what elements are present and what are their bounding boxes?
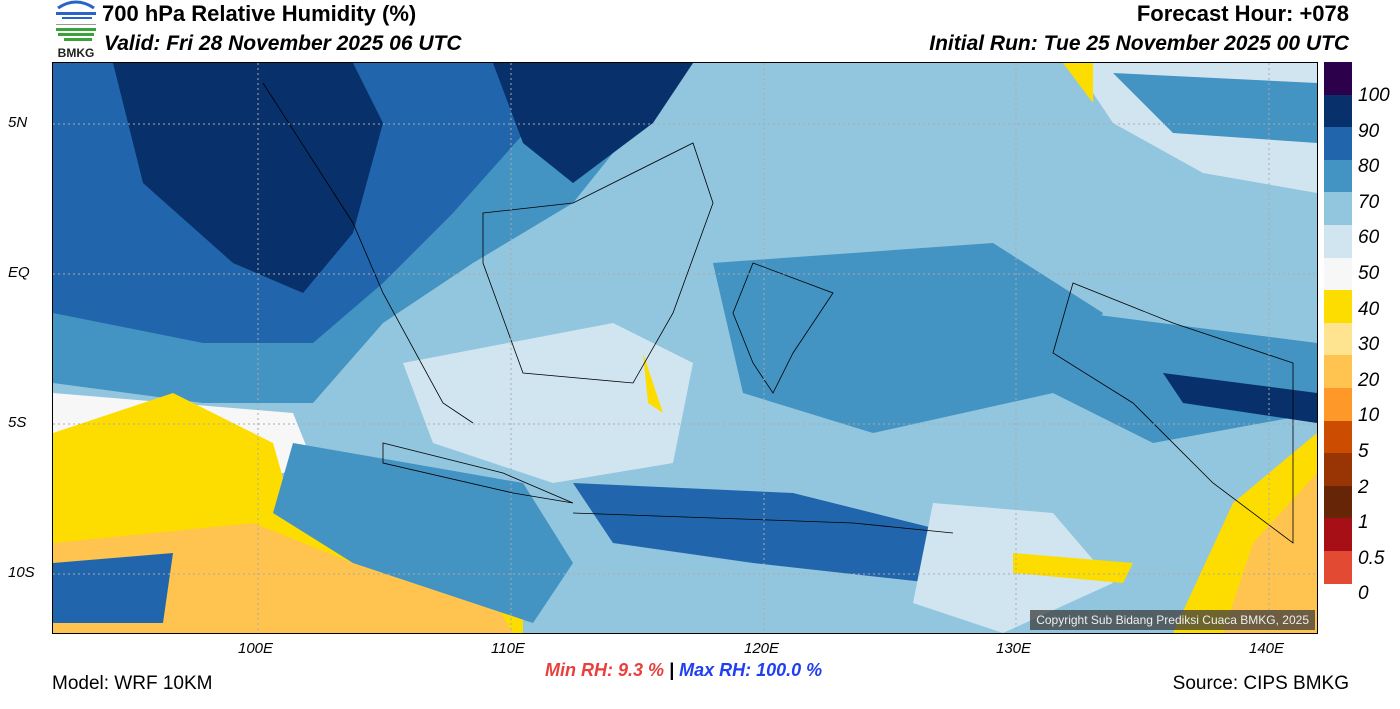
colorbar-label: 60 [1358,227,1380,249]
svg-text:BMKG: BMKG [58,46,95,60]
humidity-map [52,62,1318,634]
colorbar-label: 80 [1358,156,1380,178]
colorbar-swatch [1324,224,1352,258]
colorbar-label: 40 [1358,298,1380,320]
colorbar-swatch [1324,257,1352,291]
valid-time: Valid: Fri 28 November 2025 06 UTC [104,32,462,55]
max-rh-label: Max RH: [679,660,752,680]
lon-label: 110E [491,640,525,657]
colorbar-swatch [1324,550,1352,584]
lon-label: 140E [1249,640,1285,657]
colorbar-swatch [1324,192,1352,225]
colorbar-label: 2 [1358,476,1369,498]
lon-label: 100E [238,640,274,657]
lon-label: 120E [744,640,780,657]
colorbar-swatch [1324,453,1352,486]
min-rh-label: Min RH: [545,660,613,680]
lat-label: 10S [8,564,35,581]
colorbar-label: 70 [1358,191,1380,213]
colorbar-swatch [1324,127,1352,160]
model-label: Model: WRF 10KM [52,673,213,694]
bmkg-logo: BMKG [52,0,100,60]
colorbar-swatch [1324,420,1352,454]
colorbar-label: 20 [1358,369,1380,391]
lat-label: 5N [8,114,28,131]
colorbar-label: 0.5 [1358,547,1385,569]
copyright-notice: Copyright Sub Bidang Prediksi Cuaca BMKG… [1030,610,1315,630]
colorbar-swatch [1324,94,1352,128]
colorbar-swatch [1324,355,1352,388]
lat-label: 5S [8,414,27,431]
lon-label: 130E [996,640,1032,657]
colorbar-swatch [1324,518,1352,551]
colorbar-swatch [1324,485,1352,519]
colorbar-label: 50 [1358,263,1380,284]
colorbar-swatch [1324,159,1352,193]
min-max-rh: Min RH: 9.3 % | Max RH: 100.0 % [545,660,822,681]
colorbar-label: 1 [1358,512,1369,534]
forecast-hour: Forecast Hour: +078 [1136,1,1349,26]
colorbar-swatch [1324,62,1352,95]
initial-run: Initial Run: Tue 25 November 2025 00 UTC [929,32,1349,55]
colorbar-label: 90 [1358,120,1380,142]
colorbar [1324,62,1352,584]
colorbar-label: 0 [1358,583,1369,605]
colorbar-swatch [1324,387,1352,421]
max-rh-value: 100.0 % [756,660,823,680]
min-rh-value: 9.3 % [618,660,665,680]
lat-label: EQ [8,264,30,281]
colorbar-swatch [1324,290,1352,323]
colorbar-swatch [1324,322,1352,356]
colorbar-label: 100 [1358,85,1390,106]
colorbar-label: 5 [1358,441,1369,462]
colorbar-label: 10 [1358,405,1380,427]
source-label: Source: CIPS BMKG [1172,673,1349,694]
colorbar-label: 30 [1358,334,1380,356]
map-title: 700 hPa Relative Humidity (%) [102,1,417,26]
separator: | [669,660,675,680]
